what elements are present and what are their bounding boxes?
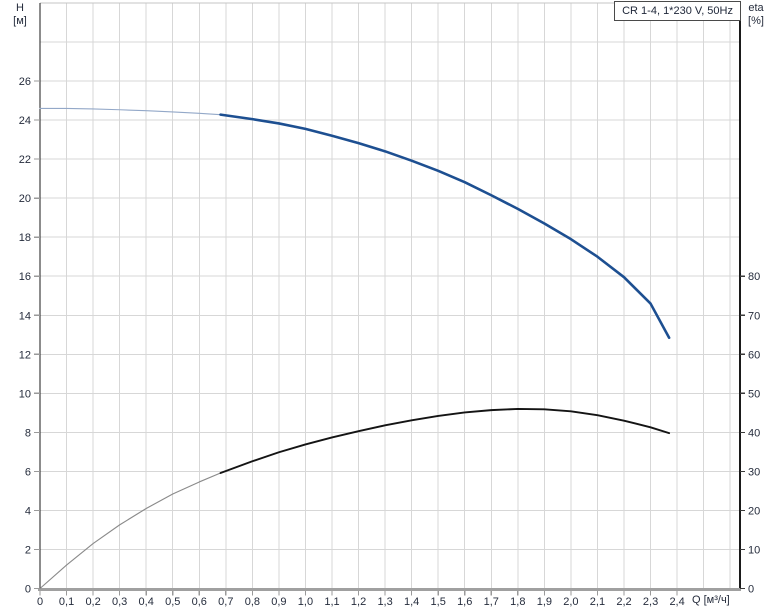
chart-title-box: CR 1-4, 1*230 V, 50Hz <box>614 1 741 21</box>
y-left-tick-label: 12 <box>19 349 31 361</box>
y-left-tick-label: 14 <box>19 310 31 322</box>
y-right-tick-label: 70 <box>748 310 760 322</box>
y-right-tick-label: 50 <box>748 388 760 400</box>
x-tick-label: 1,9 <box>537 596 552 608</box>
y-right-tick-label: 60 <box>748 349 760 361</box>
y-right-tick-label: 10 <box>748 544 760 556</box>
x-tick-label: 1,1 <box>324 596 339 608</box>
right-axis-title: eta <box>748 2 764 14</box>
x-tick-label: 1,3 <box>377 596 392 608</box>
y-left-tick-label: 20 <box>19 193 31 205</box>
left-axis-unit: [м] <box>13 15 27 27</box>
head-curve <box>219 113 671 340</box>
x-tick-label: 1,7 <box>484 596 499 608</box>
x-tick-label: 1,8 <box>510 596 525 608</box>
y-left-tick-label: 26 <box>19 76 31 88</box>
y-right-tick-label: 80 <box>748 271 760 283</box>
x-tick-label: 1,6 <box>457 596 472 608</box>
x-tick-label: 0,8 <box>245 596 260 608</box>
y-left-tick-label: 16 <box>19 271 31 283</box>
head-curve-thin-segment <box>39 107 222 116</box>
x-axis-title: Q [м³/ч] <box>692 594 730 606</box>
efficiency-curve-thin-segment <box>39 472 222 590</box>
x-tick-label: 0,3 <box>112 596 127 608</box>
y-left-tick-label: 18 <box>19 232 31 244</box>
x-tick-label: 0,2 <box>85 596 100 608</box>
y-right-tick-label: 0 <box>748 584 754 596</box>
y-right-tick-label: 30 <box>748 466 760 478</box>
x-tick-label: 0,4 <box>139 596 154 608</box>
x-tick-label: 0,5 <box>165 596 180 608</box>
y-left-tick-label: 8 <box>25 427 31 439</box>
left-axis-title: H <box>16 2 24 14</box>
y-right-tick-label: 20 <box>748 505 760 517</box>
x-tick-label: 0,9 <box>271 596 286 608</box>
y-left-tick-label: 24 <box>19 115 31 127</box>
efficiency-curve <box>219 408 671 474</box>
right-axis-unit: [%] <box>748 15 764 27</box>
x-tick-label: 0,7 <box>218 596 233 608</box>
x-tick-label: 2,4 <box>669 596 684 608</box>
x-tick-label: 0,6 <box>192 596 207 608</box>
x-tick-label: 2,3 <box>643 596 658 608</box>
x-tick-label: 1,4 <box>404 596 419 608</box>
y-left-tick-label: 6 <box>25 466 31 478</box>
x-tick-label: 1,0 <box>298 596 313 608</box>
y-left-tick-label: 2 <box>25 544 31 556</box>
y-left-tick-label: 4 <box>25 505 31 517</box>
x-tick-label: 0 <box>37 596 43 608</box>
y-left-tick-label: 22 <box>19 154 31 166</box>
y-left-tick-label: 10 <box>19 388 31 400</box>
y-right-tick-label: 40 <box>748 427 760 439</box>
x-tick-label: 2,2 <box>616 596 631 608</box>
x-tick-label: 1,5 <box>431 596 446 608</box>
x-tick-label: 0,1 <box>59 596 74 608</box>
x-tick-label: 1,2 <box>351 596 366 608</box>
x-tick-label: 2,0 <box>563 596 578 608</box>
x-tick-label: 2,1 <box>590 596 605 608</box>
y-left-tick-label: 0 <box>25 584 31 596</box>
